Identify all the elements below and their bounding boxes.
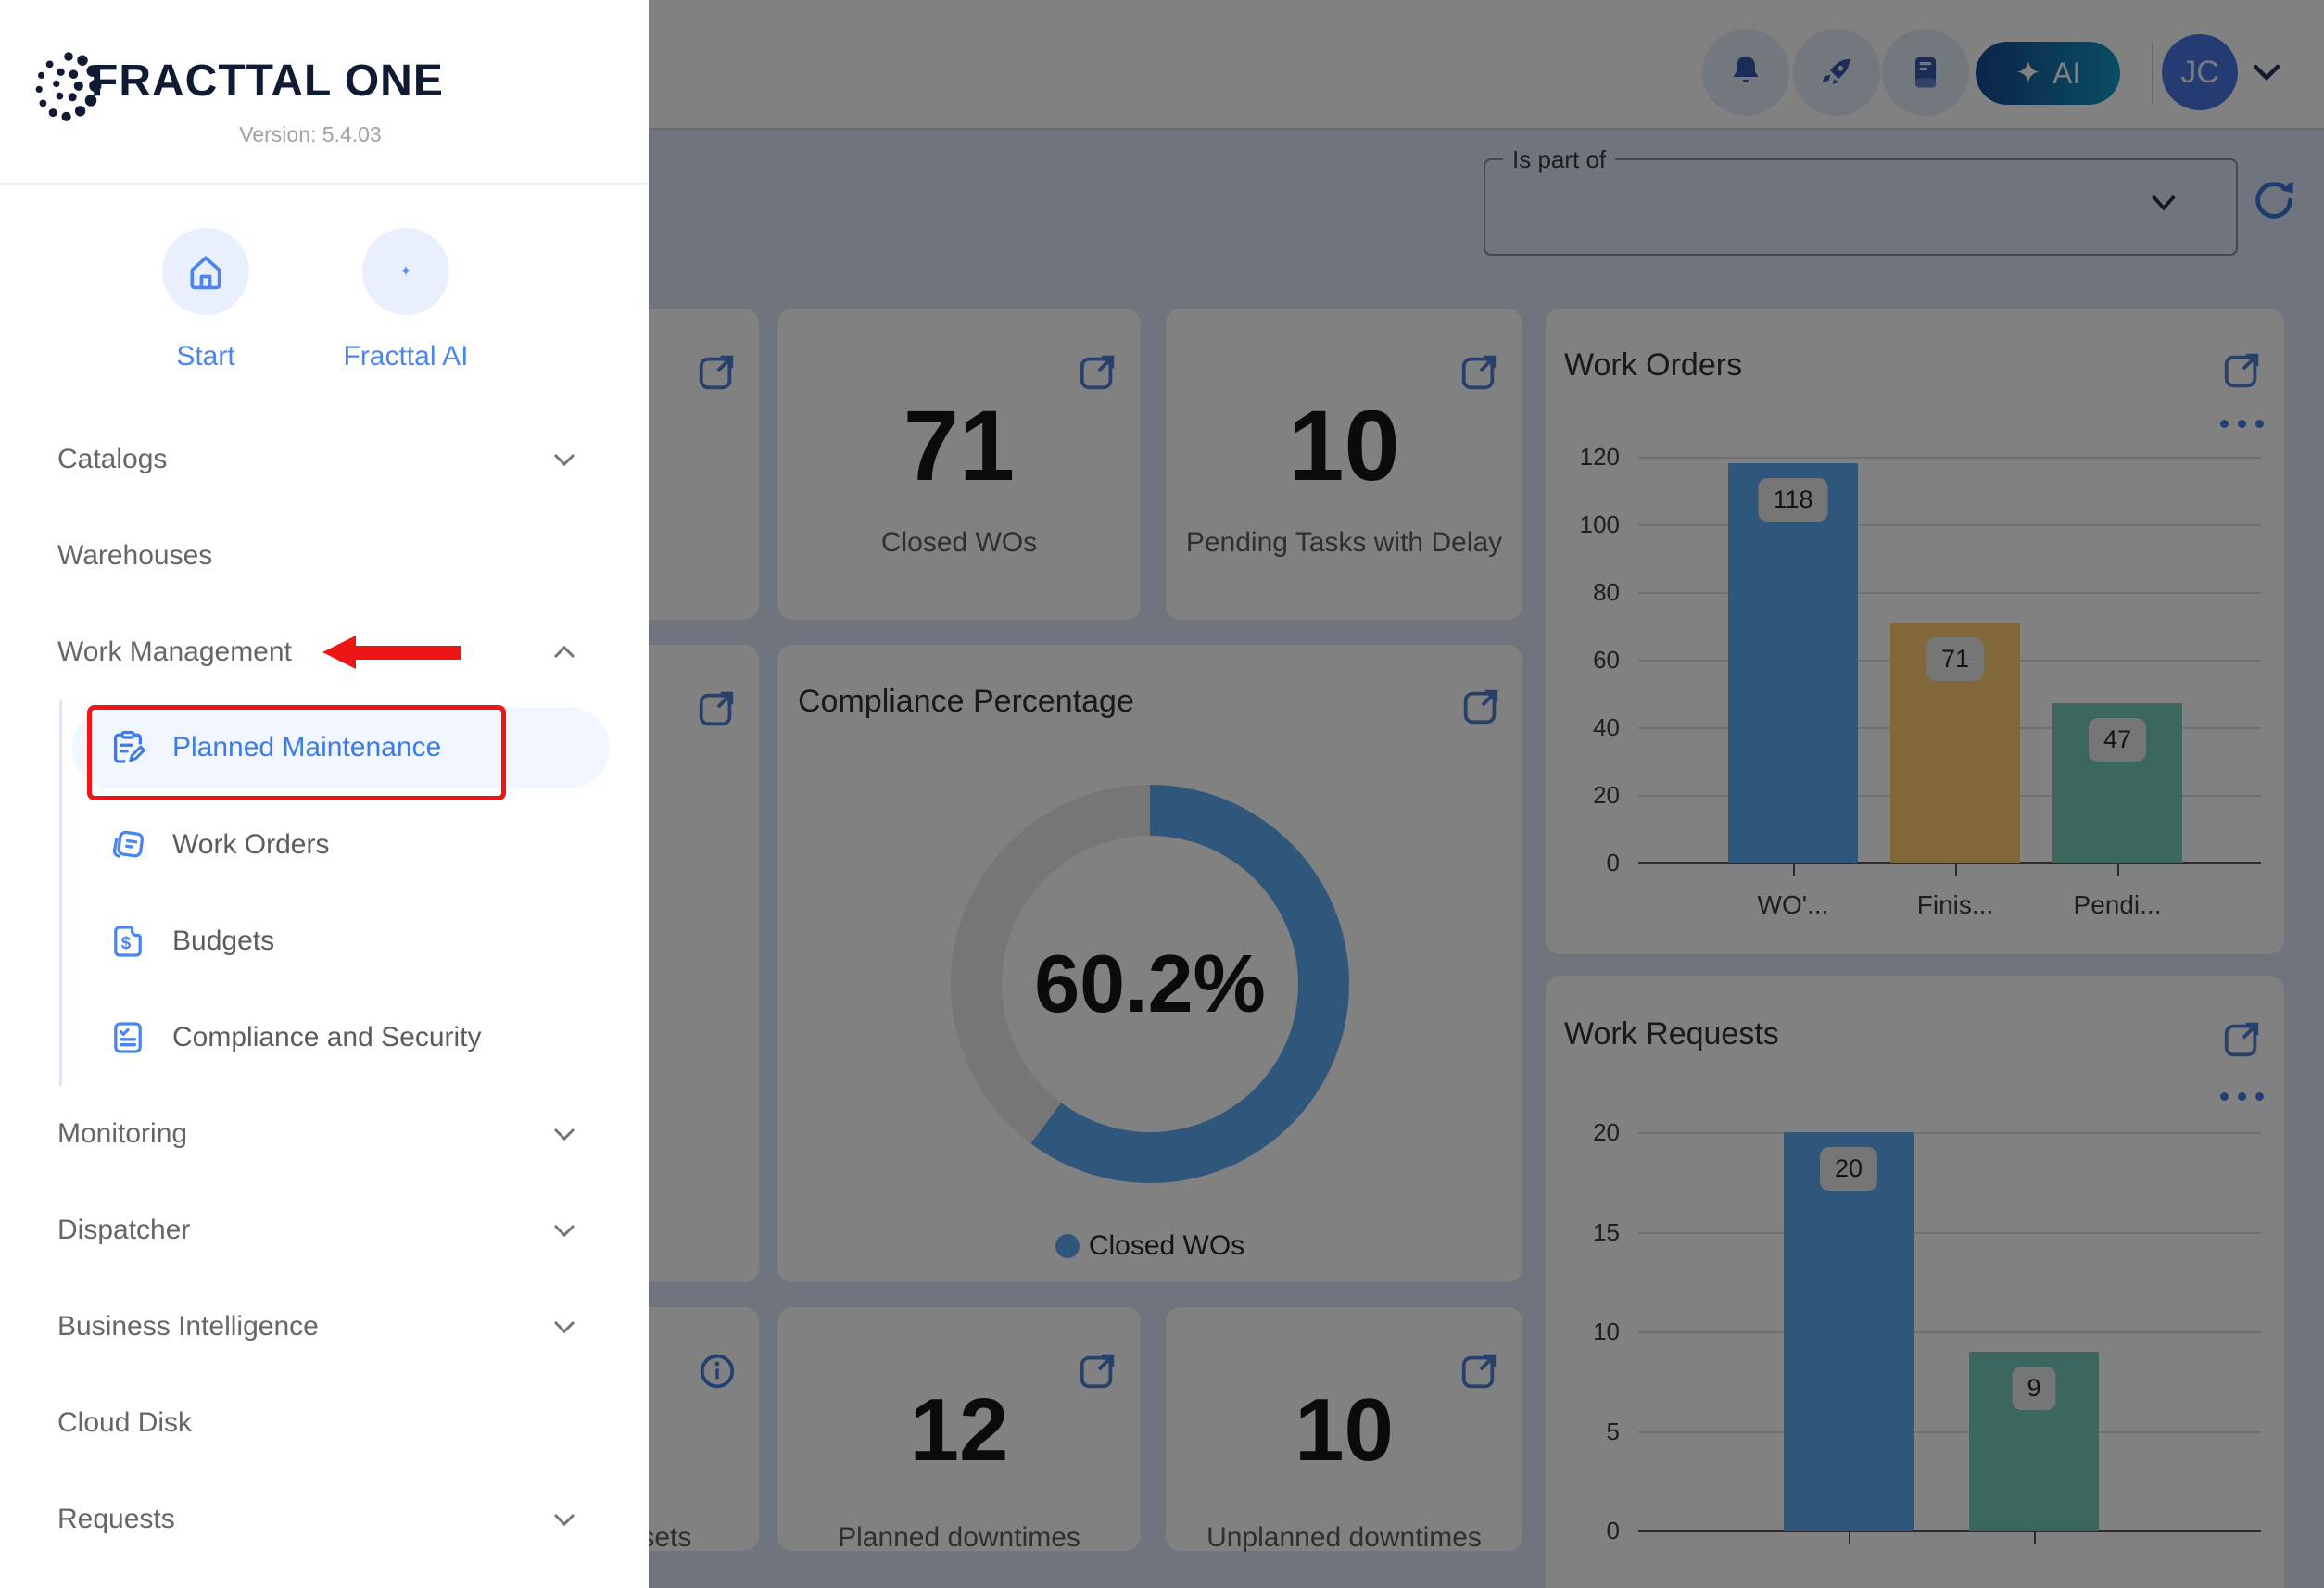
chevron-down-icon	[553, 453, 575, 467]
sidebar-item-compliance-security[interactable]: Compliance and Security	[72, 997, 610, 1078]
fracttal-ai-label[interactable]: Fracttal AI	[343, 341, 469, 372]
sidebar-item-budgets[interactable]: $ Budgets	[72, 901, 610, 982]
chevron-down-icon	[553, 1513, 575, 1527]
svg-text:$: $	[121, 934, 132, 953]
clipboard-pencil-icon	[113, 730, 145, 763]
start-button[interactable]	[162, 228, 249, 315]
divider	[0, 183, 649, 185]
app-title: FRACTTAL ONE	[91, 57, 444, 106]
chevron-down-icon	[553, 1224, 575, 1238]
annotation-arrow-head	[322, 636, 356, 669]
start-label[interactable]: Start	[176, 341, 235, 372]
compliance-icon	[114, 1022, 142, 1053]
sidebar-item-catalogs[interactable]: Catalogs	[0, 432, 649, 487]
budget-icon: $	[114, 926, 142, 957]
home-icon	[190, 256, 221, 290]
sidebar-item-business-intelligence[interactable]: Business Intelligence	[0, 1299, 649, 1355]
work-orders-icon	[112, 830, 145, 858]
chevron-down-icon	[553, 1128, 575, 1141]
app-version: Version: 5.4.03	[239, 122, 382, 146]
chevron-down-icon	[553, 1320, 575, 1334]
sidebar-item-warehouses[interactable]: Warehouses	[57, 540, 213, 571]
sidebar-item-requests[interactable]: Requests	[0, 1492, 649, 1547]
sidebar: FRACTTAL ONE Version: 5.4.03 Start ✦ Fra…	[0, 0, 649, 1588]
sidebar-item-work-orders[interactable]: Work Orders	[72, 804, 610, 886]
sidebar-item-cloud-disk[interactable]: Cloud Disk	[57, 1407, 193, 1438]
chevron-up-icon	[553, 645, 575, 659]
sidebar-item-dispatcher[interactable]: Dispatcher	[0, 1203, 649, 1258]
sidebar-item-work-management[interactable]: Work Management	[0, 624, 649, 680]
annotation-arrow	[354, 646, 461, 660]
submenu-guide-line	[59, 700, 62, 1086]
fracttal-logo-icon	[35, 52, 102, 121]
sidebar-item-planned-maintenance[interactable]: Planned Maintenance	[72, 707, 610, 788]
fracttal-ai-shortcut[interactable]: ✦	[362, 228, 449, 315]
annotation-highlight-box	[87, 705, 506, 800]
sparkle-icon: ✦	[399, 264, 412, 280]
sidebar-item-monitoring[interactable]: Monitoring	[0, 1106, 649, 1162]
